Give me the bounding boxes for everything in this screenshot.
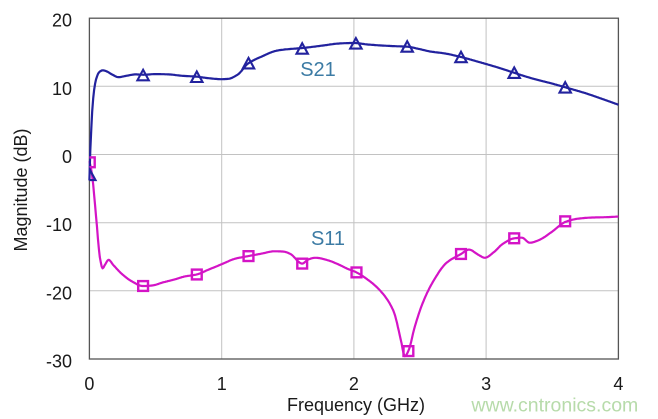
- svg-text:Frequency (GHz): Frequency (GHz): [287, 395, 425, 415]
- svg-text:2: 2: [349, 374, 359, 394]
- svg-text:-20: -20: [46, 283, 72, 303]
- svg-text:S21: S21: [300, 59, 336, 81]
- svg-text:0: 0: [84, 374, 94, 394]
- svg-text:-30: -30: [46, 352, 72, 372]
- svg-text:20: 20: [52, 11, 72, 31]
- svg-text:-10: -10: [46, 215, 72, 235]
- svg-text:0: 0: [62, 147, 72, 167]
- svg-text:Magnitude (dB): Magnitude (dB): [11, 128, 31, 251]
- svg-text:www.cntronics.com: www.cntronics.com: [470, 395, 638, 417]
- svg-text:1: 1: [217, 374, 227, 394]
- svg-text:3: 3: [481, 374, 491, 394]
- svg-text:4: 4: [613, 374, 623, 394]
- svg-text:10: 10: [52, 79, 72, 99]
- svg-text:S11: S11: [311, 228, 345, 250]
